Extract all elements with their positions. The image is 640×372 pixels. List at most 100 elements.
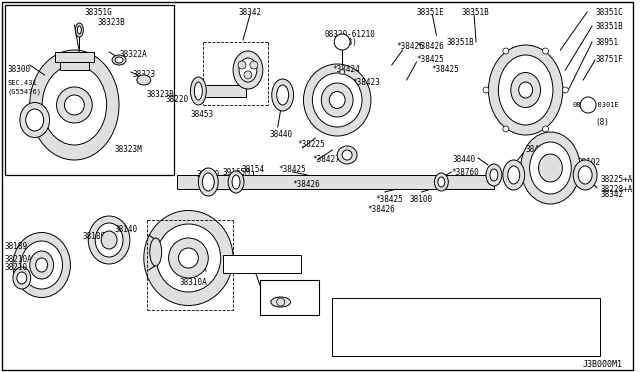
Text: 38351B: 38351B (446, 38, 474, 47)
Text: 38342: 38342 (600, 190, 623, 199)
Ellipse shape (191, 77, 206, 105)
Ellipse shape (101, 231, 117, 249)
Text: 38440: 38440 (453, 155, 476, 164)
Bar (260, 280, 319, 315)
Ellipse shape (13, 267, 31, 289)
Ellipse shape (144, 211, 233, 305)
Ellipse shape (342, 150, 352, 160)
Ellipse shape (486, 164, 502, 186)
Text: 38323B: 38323B (97, 18, 125, 27)
Text: 38228+A: 38228+A (600, 185, 632, 194)
Text: *38426: *38426 (397, 42, 424, 51)
Circle shape (276, 298, 285, 306)
Text: *38426: *38426 (367, 205, 395, 214)
Text: 38120: 38120 (196, 170, 220, 179)
Text: NOT FOR SALE: NOT FOR SALE (236, 261, 287, 267)
Ellipse shape (26, 109, 44, 131)
Circle shape (168, 238, 208, 278)
Ellipse shape (321, 83, 353, 117)
Ellipse shape (36, 258, 47, 272)
Ellipse shape (271, 297, 291, 307)
Text: J3B000M1: J3B000M1 (583, 360, 623, 369)
Ellipse shape (521, 132, 580, 204)
Text: 38220: 38220 (165, 95, 188, 104)
Ellipse shape (578, 166, 592, 184)
Ellipse shape (499, 55, 553, 125)
Text: 38100: 38100 (410, 195, 433, 204)
Text: 38751F: 38751F (595, 55, 623, 64)
Ellipse shape (150, 238, 162, 266)
Ellipse shape (77, 26, 81, 34)
Ellipse shape (115, 57, 123, 63)
Ellipse shape (17, 272, 27, 284)
Text: C8320M: C8320M (276, 288, 303, 297)
Circle shape (334, 34, 350, 50)
Bar (54, 52, 94, 62)
Ellipse shape (137, 75, 151, 85)
Ellipse shape (95, 223, 123, 257)
Text: *38425: *38425 (417, 55, 444, 64)
Ellipse shape (272, 79, 294, 111)
Circle shape (483, 87, 489, 93)
Ellipse shape (232, 175, 240, 189)
Text: *38426: *38426 (417, 42, 444, 51)
Circle shape (250, 61, 258, 69)
Ellipse shape (276, 85, 289, 105)
Text: NOTES: PART CODE 38421S CONSISTS OF * MARKED PARTS: NOTES: PART CODE 38421S CONSISTS OF * MA… (337, 308, 568, 317)
Circle shape (580, 97, 596, 113)
Text: S: S (348, 39, 352, 45)
Ellipse shape (88, 216, 130, 264)
Text: 38210: 38210 (5, 263, 28, 272)
Bar (332, 298, 600, 356)
Text: 38310A: 38310A (180, 278, 207, 287)
Circle shape (238, 61, 246, 69)
Ellipse shape (573, 160, 597, 190)
Text: *38425: *38425 (278, 165, 307, 174)
Text: SEC.431: SEC.431 (8, 80, 38, 86)
Ellipse shape (29, 50, 119, 160)
Text: 38189: 38189 (83, 232, 106, 241)
Ellipse shape (530, 142, 572, 194)
Text: 38323: 38323 (132, 70, 156, 79)
Ellipse shape (21, 241, 63, 289)
Ellipse shape (29, 251, 54, 279)
Text: PART CODE 38420M (INC....38421S): PART CODE 38420M (INC....38421S) (337, 320, 522, 329)
Text: 38310A: 38310A (180, 265, 207, 274)
Text: 38351C: 38351C (595, 8, 623, 17)
Ellipse shape (503, 160, 525, 190)
Ellipse shape (490, 169, 498, 181)
Circle shape (503, 126, 509, 132)
Text: *38425: *38425 (431, 65, 459, 74)
Ellipse shape (312, 73, 362, 127)
Ellipse shape (340, 70, 345, 74)
Text: 38210A: 38210A (5, 255, 33, 264)
Ellipse shape (518, 82, 532, 98)
Bar (177, 175, 494, 189)
Ellipse shape (511, 73, 541, 108)
Bar (223, 255, 301, 273)
Ellipse shape (329, 92, 345, 109)
Circle shape (563, 87, 568, 93)
Ellipse shape (76, 23, 83, 37)
Ellipse shape (228, 171, 244, 193)
Text: 38440: 38440 (270, 130, 293, 139)
Text: *38225: *38225 (298, 140, 325, 149)
Text: 38225+A: 38225+A (600, 175, 632, 184)
Text: *38426: *38426 (292, 180, 321, 189)
Ellipse shape (156, 224, 221, 292)
Text: 38453: 38453 (191, 110, 214, 119)
Text: 08157-0301E: 08157-0301E (573, 102, 620, 108)
Text: (8): (8) (595, 118, 609, 127)
Ellipse shape (438, 177, 445, 187)
Ellipse shape (202, 173, 214, 191)
Text: 38323M: 38323M (114, 145, 142, 154)
Text: 38300: 38300 (8, 65, 31, 74)
Text: 38140: 38140 (114, 225, 137, 234)
Text: 38351E: 38351E (417, 8, 444, 17)
Ellipse shape (20, 103, 49, 138)
Text: (2): (2) (343, 38, 357, 47)
Ellipse shape (112, 55, 126, 65)
Text: *38423: *38423 (352, 78, 380, 87)
Ellipse shape (239, 58, 257, 82)
Ellipse shape (198, 168, 218, 196)
